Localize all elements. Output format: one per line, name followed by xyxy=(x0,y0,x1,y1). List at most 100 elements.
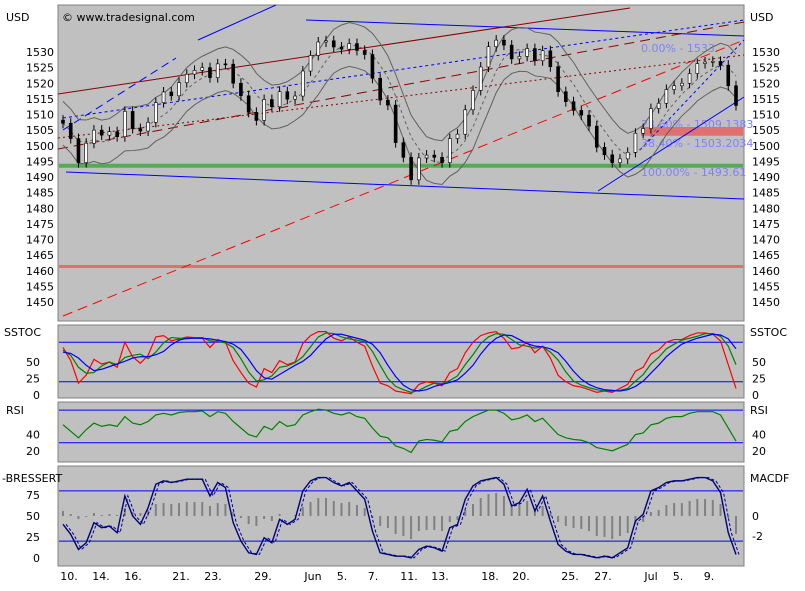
candle-body xyxy=(440,157,444,163)
price-ytick-right: 1460 xyxy=(752,265,780,278)
candle-body xyxy=(386,99,390,106)
candle-body xyxy=(625,152,630,160)
candle-body xyxy=(393,104,398,143)
channel-lower xyxy=(65,171,745,200)
candle-body xyxy=(184,73,189,83)
candle-body xyxy=(734,85,738,106)
x-tick-label: 20. xyxy=(512,570,530,583)
rsi-ytick-right: 20 xyxy=(752,445,766,458)
macdf-ytick: -2 xyxy=(752,530,763,543)
channel-dotted xyxy=(62,19,745,119)
price-ytick-left: 1500 xyxy=(26,140,54,153)
candle-body xyxy=(115,131,119,137)
candle-body xyxy=(463,109,468,135)
x-tick-label: 10. xyxy=(60,570,78,583)
candle-body xyxy=(455,133,460,139)
price-ytick-left: 1520 xyxy=(26,77,54,90)
mid-band xyxy=(62,43,737,164)
x-tick-label: 21. xyxy=(172,570,190,583)
candle-body xyxy=(169,91,174,97)
sstoc-ytick-left: 50 xyxy=(26,356,40,369)
candle-body xyxy=(610,154,615,163)
candle-body xyxy=(355,43,359,51)
x-tick-label: 27. xyxy=(594,570,612,583)
price-ytick-left: 1515 xyxy=(26,93,54,106)
candle-body xyxy=(703,61,707,64)
candle-body xyxy=(123,111,127,137)
candle-body xyxy=(99,129,104,136)
price-ytick-right: 1525 xyxy=(752,62,780,75)
candle-body xyxy=(471,90,475,111)
rsi-label-right: RSI xyxy=(750,404,768,417)
x-tick-label: 25. xyxy=(561,570,579,583)
price-ytick-left: 1525 xyxy=(26,62,54,75)
support-line xyxy=(59,163,743,168)
bressert-signal-line xyxy=(65,476,740,559)
bressert-ytick: 0 xyxy=(33,552,40,565)
candle-body xyxy=(347,43,352,50)
candle-body xyxy=(548,50,553,67)
candle-body xyxy=(61,119,65,124)
dark-trendline xyxy=(57,7,631,95)
rsi-ytick-right: 40 xyxy=(752,429,766,442)
currency-label-left: USD xyxy=(6,11,30,24)
price-ytick-left: 1455 xyxy=(26,280,54,293)
candle-body xyxy=(146,122,150,132)
bressert-ytick: 75 xyxy=(26,489,40,502)
sstoc-label-right: SSTOC xyxy=(750,326,787,339)
candle-body xyxy=(231,63,235,84)
axis-labels: 1530 1530 1525 1525 1520 1520 1515 1515 1510 1510… xyxy=(26,46,780,583)
price-ytick-right: 1475 xyxy=(752,218,780,231)
price-ytick-right: 1465 xyxy=(752,249,780,262)
price-ytick-right: 1450 xyxy=(752,296,780,309)
rsi-ytick-left: 20 xyxy=(26,445,40,458)
fib-zone xyxy=(641,127,743,136)
candle-body xyxy=(254,112,259,121)
sstoc-ytick-left: 0 xyxy=(33,389,40,402)
price-ytick-left: 1450 xyxy=(26,296,54,309)
candle-body xyxy=(447,138,452,163)
x-tick-label: 14. xyxy=(92,570,110,583)
candle-body xyxy=(695,63,700,74)
candle-body xyxy=(424,154,429,159)
candle-body xyxy=(161,91,166,103)
candle-body xyxy=(517,56,522,60)
candle-body xyxy=(680,82,684,87)
price-ytick-right: 1505 xyxy=(752,124,780,137)
sstoc-ytick-right: 50 xyxy=(752,356,766,369)
candle-body xyxy=(92,129,96,144)
price-ytick-right: 1490 xyxy=(752,171,780,184)
indicator-line xyxy=(62,408,737,454)
candle-body xyxy=(331,40,336,48)
candle-body xyxy=(378,77,382,101)
candle-body xyxy=(672,85,676,90)
candle-body xyxy=(571,101,576,111)
candle-series xyxy=(61,35,738,185)
candle-body xyxy=(633,132,638,153)
x-tick-label: 23. xyxy=(204,570,222,583)
bressert-ytick: 50 xyxy=(26,510,40,523)
candle-body xyxy=(664,89,669,104)
bressert-ytick: 25 xyxy=(26,531,40,544)
sstoc-ytick-right: 25 xyxy=(752,373,766,386)
candle-body xyxy=(285,91,290,100)
price-ytick-left: 1475 xyxy=(26,218,54,231)
candle-body xyxy=(239,82,243,97)
x-tick-label: 11. xyxy=(400,570,418,583)
candle-body xyxy=(223,63,228,66)
x-tick-label: 16. xyxy=(124,570,142,583)
price-ytick-left: 1505 xyxy=(26,124,54,137)
candle-body xyxy=(76,138,81,163)
price-ytick-left: 1480 xyxy=(26,202,54,215)
price-ytick-right: 1485 xyxy=(752,187,780,200)
price-ytick-right: 1500 xyxy=(752,140,780,153)
candle-body xyxy=(726,64,731,87)
price-ytick-left: 1490 xyxy=(26,171,54,184)
bressert-label: -BRESSERT xyxy=(2,472,62,485)
candle-body xyxy=(262,99,266,121)
x-tick-label: 9. xyxy=(704,570,715,583)
fib-0-label: 0.00% - 1533. xyxy=(641,42,718,55)
price-ytick-right: 1480 xyxy=(752,202,780,215)
fib-100-label: 100.00% - 1493.61 xyxy=(641,166,746,179)
